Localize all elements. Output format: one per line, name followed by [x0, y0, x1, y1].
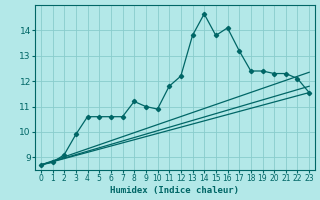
- X-axis label: Humidex (Indice chaleur): Humidex (Indice chaleur): [110, 186, 239, 195]
